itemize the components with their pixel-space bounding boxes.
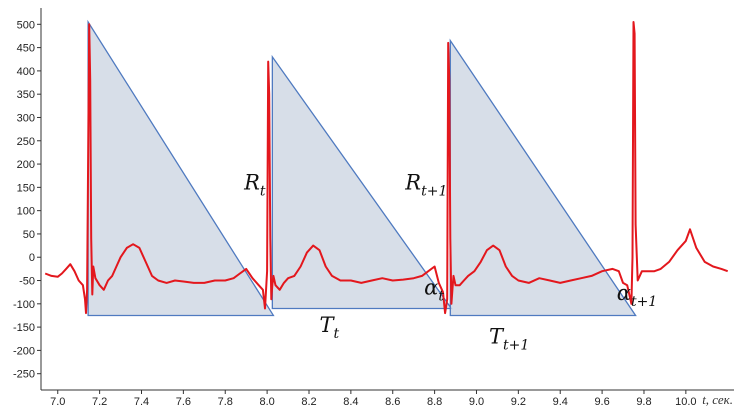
rr-triangle-3 <box>449 38 637 317</box>
x-tick-label: 10.0 <box>675 396 696 408</box>
annotation-6: αt+1 <box>617 281 657 310</box>
y-tick-label: 50 <box>23 229 35 241</box>
rr-triangles <box>87 19 637 317</box>
y-tick-label: 350 <box>17 89 35 101</box>
annotation-1: Rt <box>243 171 266 200</box>
y-tick-label: -250 <box>13 369 35 381</box>
annotation-5: αt <box>424 276 444 305</box>
x-tick-label: 8.2 <box>301 396 316 408</box>
y-tick-label: 250 <box>17 136 35 148</box>
x-tick-label: 8.6 <box>385 396 400 408</box>
y-tick-label: -200 <box>13 345 35 357</box>
y-tick-label: 100 <box>17 206 35 218</box>
rr-triangle-2 <box>271 54 453 310</box>
ecg-signal-line <box>44 21 729 315</box>
y-tick-label: -100 <box>13 299 35 311</box>
x-tick-label: 9.0 <box>469 396 484 408</box>
x-tick-label: 7.2 <box>92 396 107 408</box>
x-tick-label: 7.0 <box>50 396 65 408</box>
annotation-2: Rt+1 <box>404 171 447 200</box>
y-tick-label: 300 <box>17 112 35 124</box>
annotation-4: Tt+1 <box>489 324 529 353</box>
x-tick-label: 7.4 <box>134 396 149 408</box>
y-axis-ticks: 500450400350300250200150100500-50-100-15… <box>13 19 41 381</box>
y-tick-label: 500 <box>17 19 35 31</box>
y-tick-label: 200 <box>17 159 35 171</box>
y-tick-label: 450 <box>17 43 35 55</box>
x-tick-label: 7.8 <box>218 396 233 408</box>
rr-triangle-1 <box>87 19 275 317</box>
x-axis-unit-label: t, сек. <box>702 392 733 407</box>
y-tick-label: -150 <box>13 322 35 334</box>
x-tick-label: 9.8 <box>636 396 651 408</box>
x-tick-label: 8.4 <box>343 396 358 408</box>
x-tick-label: 7.6 <box>176 396 191 408</box>
x-tick-label: 9.6 <box>594 396 609 408</box>
y-tick-label: -50 <box>19 276 35 288</box>
x-tick-label: 8.0 <box>259 396 274 408</box>
y-tick-label: 400 <box>17 66 35 78</box>
annotation-3: Tt <box>319 313 339 342</box>
y-tick-label: 0 <box>29 252 35 264</box>
x-tick-label: 8.8 <box>427 396 442 408</box>
x-tick-label: 9.4 <box>553 396 568 408</box>
x-axis-ticks: 7.0 7.2 7.4 7.6 7.8 8.0 8.2 8.4 8.6 8.8 9.0 9.2 9.4 9… <box>50 390 697 408</box>
x-tick-label: 9.2 <box>511 396 526 408</box>
y-tick-label: 150 <box>17 182 35 194</box>
chart-annotations: Rt Rt+1 Tt Tt+1 αt αt+1 <box>243 171 657 354</box>
